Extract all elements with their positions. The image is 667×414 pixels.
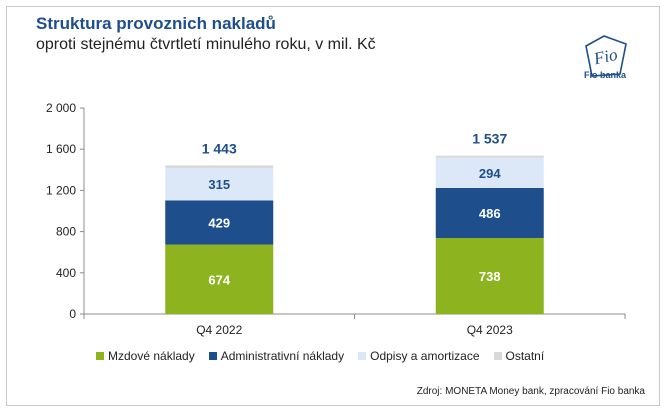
legend-swatch [493,352,502,360]
y-tick-label: 1 200 [46,183,76,197]
total-label: 1 537 [472,131,507,147]
source-note: Zdroj: MONETA Money bank, zpracování Fio… [416,386,645,397]
data-label: 315 [208,177,230,192]
bar-segment-2 [165,200,274,245]
bar-segment-1 [165,244,274,314]
y-tick-label: 800 [56,225,76,239]
chart-legend: Mzdové náklady Administrativní náklady Odp… [96,349,544,363]
legend-label: Mzdové náklady [108,349,195,363]
bar-segment-4 [165,165,274,168]
chart-frame [6,6,660,406]
y-tick-label: 1 600 [46,142,76,156]
legend-item: Ostatní [493,349,545,363]
data-label: 294 [479,166,501,181]
chart-subtitle: oproti stejnému čtvrtletí minulého roku,… [36,36,376,53]
chart-title: Struktura provoznich nakladů [36,14,276,33]
bar-segment-2 [435,187,544,238]
legend-label: Administrativní náklady [220,349,345,363]
fio-logo-icon: Fio [585,35,627,77]
logo-script: Fio [591,45,619,69]
data-label: 738 [479,269,501,284]
data-label: 486 [479,206,501,221]
legend-label: Odpisy a amortizace [370,349,480,363]
bar-segment-4 [435,155,544,158]
y-tick-label: 400 [56,266,76,280]
total-label: 1 443 [202,140,237,156]
bar-segment-3 [165,167,274,201]
legend-swatch [358,352,367,360]
legend-swatch [96,352,104,360]
x-tick-label: Q4 2023 [467,323,513,337]
data-label: 429 [208,215,230,230]
y-tick-label: 2 000 [46,101,76,115]
bar-segment-3 [435,157,544,188]
legend-item: Mzdové náklady [96,349,195,363]
y-tick-label: 0 [69,307,76,321]
legend-label: Ostatní [505,349,545,363]
legend-item: Odpisy a amortizace [358,349,480,363]
data-label: 674 [208,272,230,287]
legend-swatch [208,352,217,360]
logo-text: Fio banka [584,70,627,80]
x-tick-label: Q4 2022 [196,323,242,337]
legend-item: Administrativní náklady [208,349,345,363]
bar-segment-1 [435,237,544,314]
